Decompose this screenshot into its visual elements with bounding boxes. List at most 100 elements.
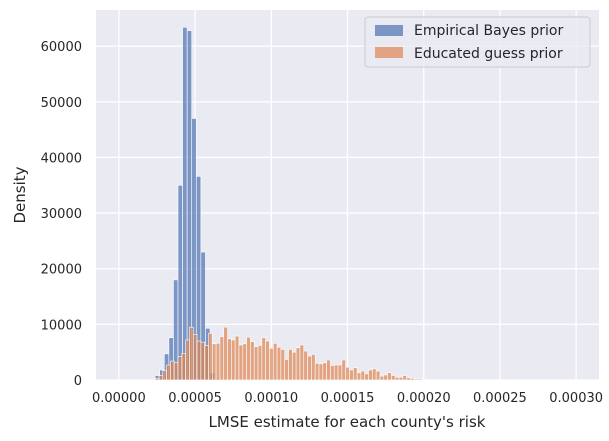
legend-swatch-empirical-bayes [375, 25, 403, 36]
bar-series-1-bin-60 [383, 374, 388, 381]
x-tick-label-6: 0.00030 [549, 391, 603, 406]
bar-series-1-bin-10 [192, 334, 198, 381]
bar-series-1-bin-40 [307, 355, 312, 381]
bar-series-1-bin-23 [242, 343, 247, 381]
bar-series-1-bin-66 [406, 377, 411, 381]
bar-series-1-bin-39 [303, 350, 308, 381]
bar-series-1-bin-48 [337, 364, 343, 381]
bar-series-1-bin-49 [341, 359, 346, 381]
bar-series-1-bin-51 [349, 369, 354, 381]
bar-series-1-bin-26 [253, 346, 259, 381]
bar-series-1-bin-7 [181, 352, 186, 381]
legend-label-educated-guess: Educated guess prior [414, 46, 563, 62]
y-tick-label-0: 0 [74, 374, 82, 389]
x-tick-label-0: 0.00000 [92, 391, 146, 406]
bar-series-1-bin-68 [413, 378, 419, 381]
bar-series-1-bin-2 [162, 370, 167, 381]
bar-series-1-bin-38 [299, 344, 305, 381]
bar-series-1-bin-17 [219, 336, 225, 381]
bar-series-1-bin-33 [280, 349, 286, 381]
bar-series-1-bin-61 [387, 372, 392, 381]
bar-series-1-bin-47 [333, 364, 339, 381]
bar-series-1-bin-45 [326, 359, 331, 381]
bar-series-1-bin-29 [265, 340, 270, 381]
x-tick-labels: 0.00000 0.00005 0.00010 0.00015 0.00020 0.000… [92, 391, 603, 406]
bar-series-1-bin-4 [170, 360, 175, 381]
bar-series-1-bin-12 [200, 341, 205, 381]
bar-series-1-bin-31 [272, 342, 278, 381]
legend-label-empirical-bayes: Empirical Bayes prior [414, 23, 563, 39]
bar-series-1-bin-36 [292, 351, 297, 381]
bar-series-1-bin-19 [227, 338, 232, 381]
bar-series-1-bin-20 [231, 339, 236, 381]
bar-series-1-bin-28 [261, 337, 266, 381]
y-tick-label-5: 50000 [41, 96, 82, 111]
bar-series-1-bin-6 [177, 356, 183, 381]
bar-series-1-bin-55 [364, 373, 369, 381]
bar-series-1-bin-46 [330, 365, 335, 381]
bar-series-1-bin-57 [372, 368, 377, 381]
bar-series-1-bin-30 [269, 347, 274, 381]
bar-series-1-bin-41 [311, 354, 316, 381]
bar-series-1-bin-42 [314, 363, 320, 381]
bar-series-1-bin-43 [318, 363, 324, 381]
bar-series-1-bin-27 [257, 345, 263, 381]
x-tick-label-3: 0.00015 [321, 391, 375, 406]
bar-series-1-bin-14 [208, 332, 213, 381]
bar-series-1-bin-54 [360, 370, 366, 381]
bar-series-1-bin-32 [276, 346, 282, 381]
bar-series-1-bin-25 [250, 341, 255, 381]
bar-series-1-bin-0 [154, 378, 160, 381]
x-tick-label-2: 0.00010 [244, 391, 298, 406]
bar-series-1-bin-16 [215, 342, 221, 381]
bar-series-1-bin-56 [368, 369, 373, 381]
bar-series-1-bin-44 [322, 362, 327, 381]
bar-series-1-bin-15 [211, 343, 217, 381]
bar-series-1-bin-21 [234, 335, 240, 381]
bar-series-1-bin-11 [196, 340, 202, 381]
bar-series-1-bin-58 [375, 370, 381, 381]
bar-series-1-bin-1 [158, 375, 164, 381]
bar-series-1-bin-8 [185, 339, 190, 381]
x-tick-label-4: 0.00020 [397, 391, 451, 406]
y-tick-label-3: 30000 [41, 207, 82, 222]
y-tick-label-4: 40000 [41, 151, 82, 166]
x-tick-label-1: 0.00005 [168, 391, 222, 406]
y-tick-label-6: 60000 [41, 40, 82, 55]
bar-series-1-bin-35 [288, 349, 293, 381]
bar-series-1-bin-9 [189, 326, 194, 381]
bar-series-1-bin-37 [295, 347, 301, 381]
x-tick-label-5: 0.00025 [473, 391, 527, 406]
bar-series-0-bin-6 [182, 26, 188, 381]
x-axis-label: LMSE estimate for each county's risk [209, 413, 486, 431]
bars-educated-guess [154, 326, 430, 381]
legend: Empirical Bayes prior Educated guess pri… [364, 16, 591, 68]
y-tick-labels: 0 10000 20000 30000 40000 50000 60000 [41, 40, 82, 389]
bar-series-1-bin-24 [246, 336, 251, 381]
bar-series-1-bin-5 [173, 362, 179, 381]
bar-series-1-bin-62 [391, 375, 396, 381]
bar-series-1-bin-52 [352, 367, 358, 381]
bar-series-1-bin-71 [425, 379, 430, 381]
bar-series-1-bin-65 [402, 375, 407, 381]
bar-series-1-bin-22 [238, 344, 244, 381]
y-tick-label-2: 20000 [41, 263, 82, 278]
bar-series-1-bin-18 [223, 326, 228, 381]
legend-swatch-educated-guess [375, 47, 403, 58]
y-tick-label-1: 10000 [41, 318, 82, 333]
bar-series-1-bin-13 [204, 345, 209, 381]
bar-series-1-bin-50 [345, 366, 350, 381]
bar-series-1-bin-34 [284, 359, 289, 381]
bar-series-1-bin-69 [417, 378, 423, 381]
bar-series-1-bin-64 [398, 376, 404, 381]
bar-series-0-bin-5 [177, 184, 183, 381]
bar-series-1-bin-70 [421, 379, 426, 381]
bar-series-1-bin-59 [379, 375, 385, 381]
bar-series-1-bin-53 [356, 372, 362, 381]
bar-series-1-bin-63 [394, 376, 400, 381]
y-axis-label: Density [11, 166, 29, 223]
legend-box [364, 16, 591, 68]
bar-series-1-bin-3 [166, 364, 171, 381]
bar-series-1-bin-67 [410, 378, 415, 381]
